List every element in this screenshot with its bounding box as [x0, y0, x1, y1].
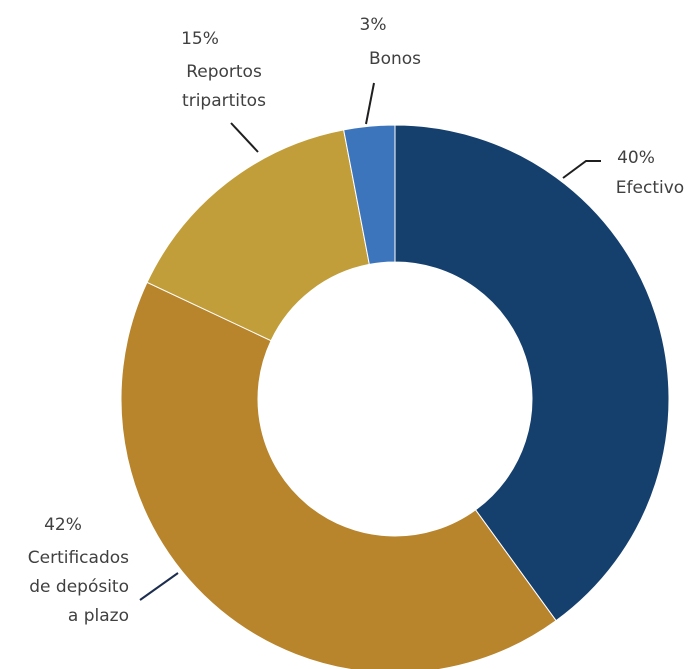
donut-slices — [120, 124, 670, 669]
slice-efectivo — [394, 124, 670, 622]
label-reportos-pct: 15% — [181, 29, 219, 49]
label-certificados-line1: Certificados — [28, 548, 129, 568]
label-certificados-line3: a plazo — [68, 606, 129, 626]
slice-bonos — [343, 124, 396, 266]
label-bonos-pct: 3% — [360, 15, 387, 35]
label-certificados-pct: 42% — [44, 515, 82, 535]
leader-line-certificados — [139, 572, 179, 601]
label-bonos-name: Bonos — [369, 49, 421, 69]
label-certificados-line2: de depósito — [29, 577, 129, 597]
slice-certificados — [120, 281, 557, 669]
label-reportos-line2: tripartitos — [182, 91, 266, 111]
label-efectivo-name: Efectivo — [616, 178, 684, 198]
slice-reportos — [146, 129, 370, 342]
label-efectivo-pct: 40% — [617, 148, 655, 168]
leader-line-bonos — [365, 82, 375, 125]
leader-line-efectivo — [562, 160, 601, 179]
label-reportos-line1: Reportos — [186, 62, 262, 82]
leader-line-reportos — [230, 122, 259, 153]
